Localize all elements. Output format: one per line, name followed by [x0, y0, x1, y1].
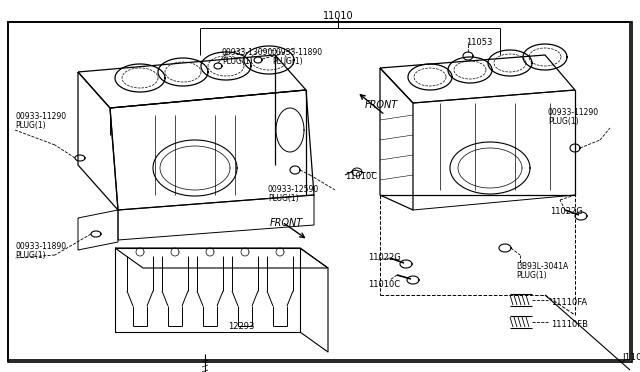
Text: PLUG(1): PLUG(1) — [15, 251, 45, 260]
Text: 11022G: 11022G — [550, 207, 583, 216]
Text: PLUG(1): PLUG(1) — [548, 117, 579, 126]
Text: 11110FB: 11110FB — [551, 320, 588, 329]
Text: PLUG(1): PLUG(1) — [268, 194, 299, 203]
Text: 00933-11890: 00933-11890 — [15, 242, 66, 251]
Text: 11110FA: 11110FA — [551, 298, 587, 307]
Text: 12293: 12293 — [228, 322, 254, 331]
Text: 11010C: 11010C — [345, 172, 377, 181]
Text: PLUG(1): PLUG(1) — [222, 57, 253, 66]
Text: 11022G: 11022G — [368, 253, 401, 262]
Text: 11010: 11010 — [323, 11, 353, 21]
Text: 00933-11290: 00933-11290 — [15, 112, 66, 121]
Text: PLUG(1): PLUG(1) — [15, 121, 45, 130]
Text: 00933-11290: 00933-11290 — [548, 108, 599, 117]
Text: 00933-12590: 00933-12590 — [268, 185, 319, 194]
Text: FRONT: FRONT — [270, 218, 303, 228]
Text: DB93L-3041A: DB93L-3041A — [516, 262, 568, 271]
Text: 11010C: 11010C — [368, 280, 400, 289]
Text: 00933-11890: 00933-11890 — [272, 48, 323, 57]
Text: FRONT: FRONT — [365, 100, 398, 110]
Text: J11001KX: J11001KX — [622, 353, 640, 362]
Text: PLUG(1): PLUG(1) — [516, 271, 547, 280]
Text: 00933-13090: 00933-13090 — [222, 48, 273, 57]
Text: PLUG(1): PLUG(1) — [272, 57, 303, 66]
Text: 11053: 11053 — [466, 38, 492, 47]
